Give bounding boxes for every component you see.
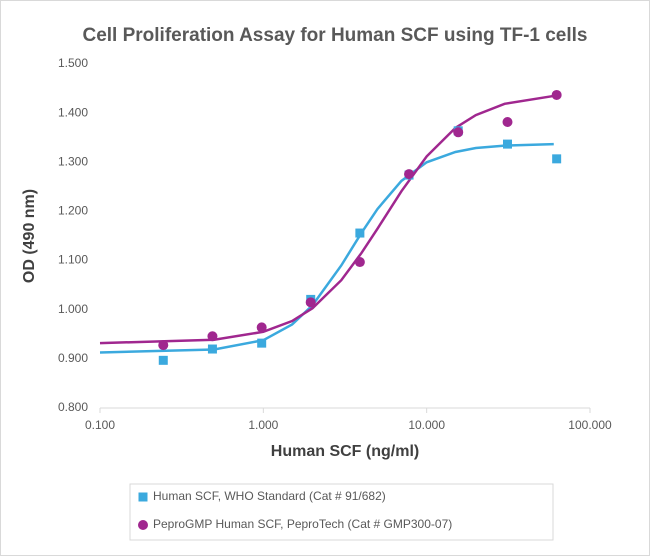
data-point [502, 139, 512, 149]
x-tick-label: 0.100 [85, 418, 115, 432]
legend-label: Human SCF, WHO Standard (Cat # 91/682) [153, 489, 386, 503]
data-point [207, 331, 218, 342]
y-tick-label: 1.300 [58, 154, 88, 168]
data-point [453, 127, 464, 138]
y-tick-label: 1.000 [58, 302, 88, 316]
x-tick-label: 100.000 [568, 418, 612, 432]
legend-marker [138, 520, 148, 530]
data-point [305, 297, 316, 308]
data-point [552, 154, 562, 164]
y-axis-title: OD (490 nm) [21, 189, 38, 283]
y-tick-label: 0.900 [58, 351, 88, 365]
data-point [207, 344, 217, 354]
data-point [256, 322, 267, 333]
data-point [551, 89, 562, 100]
legend-box [129, 483, 554, 541]
y-tick-label: 1.100 [58, 253, 88, 267]
data-point [502, 116, 513, 127]
x-tick-label: 1.000 [248, 418, 278, 432]
y-tick-label: 1.500 [58, 56, 88, 70]
legend-label: PeproGMP Human SCF, PeproTech (Cat # GMP… [153, 517, 452, 531]
data-point [355, 228, 365, 238]
data-point [257, 338, 267, 348]
y-tick-label: 1.400 [58, 105, 88, 119]
legend-marker [138, 492, 148, 502]
fit-curve [99, 94, 554, 345]
x-axis-title: Human SCF (ng/ml) [271, 443, 419, 460]
y-tick-label: 1.200 [58, 204, 88, 218]
fit-curve [99, 142, 554, 354]
data-point [354, 257, 365, 268]
chart-title: Cell Proliferation Assay for Human SCF u… [82, 25, 587, 46]
data-point [158, 340, 169, 351]
data-point [158, 355, 168, 365]
y-tick-label: 0.800 [58, 400, 88, 414]
x-tick-label: 10.000 [408, 418, 445, 432]
data-point [404, 169, 415, 180]
